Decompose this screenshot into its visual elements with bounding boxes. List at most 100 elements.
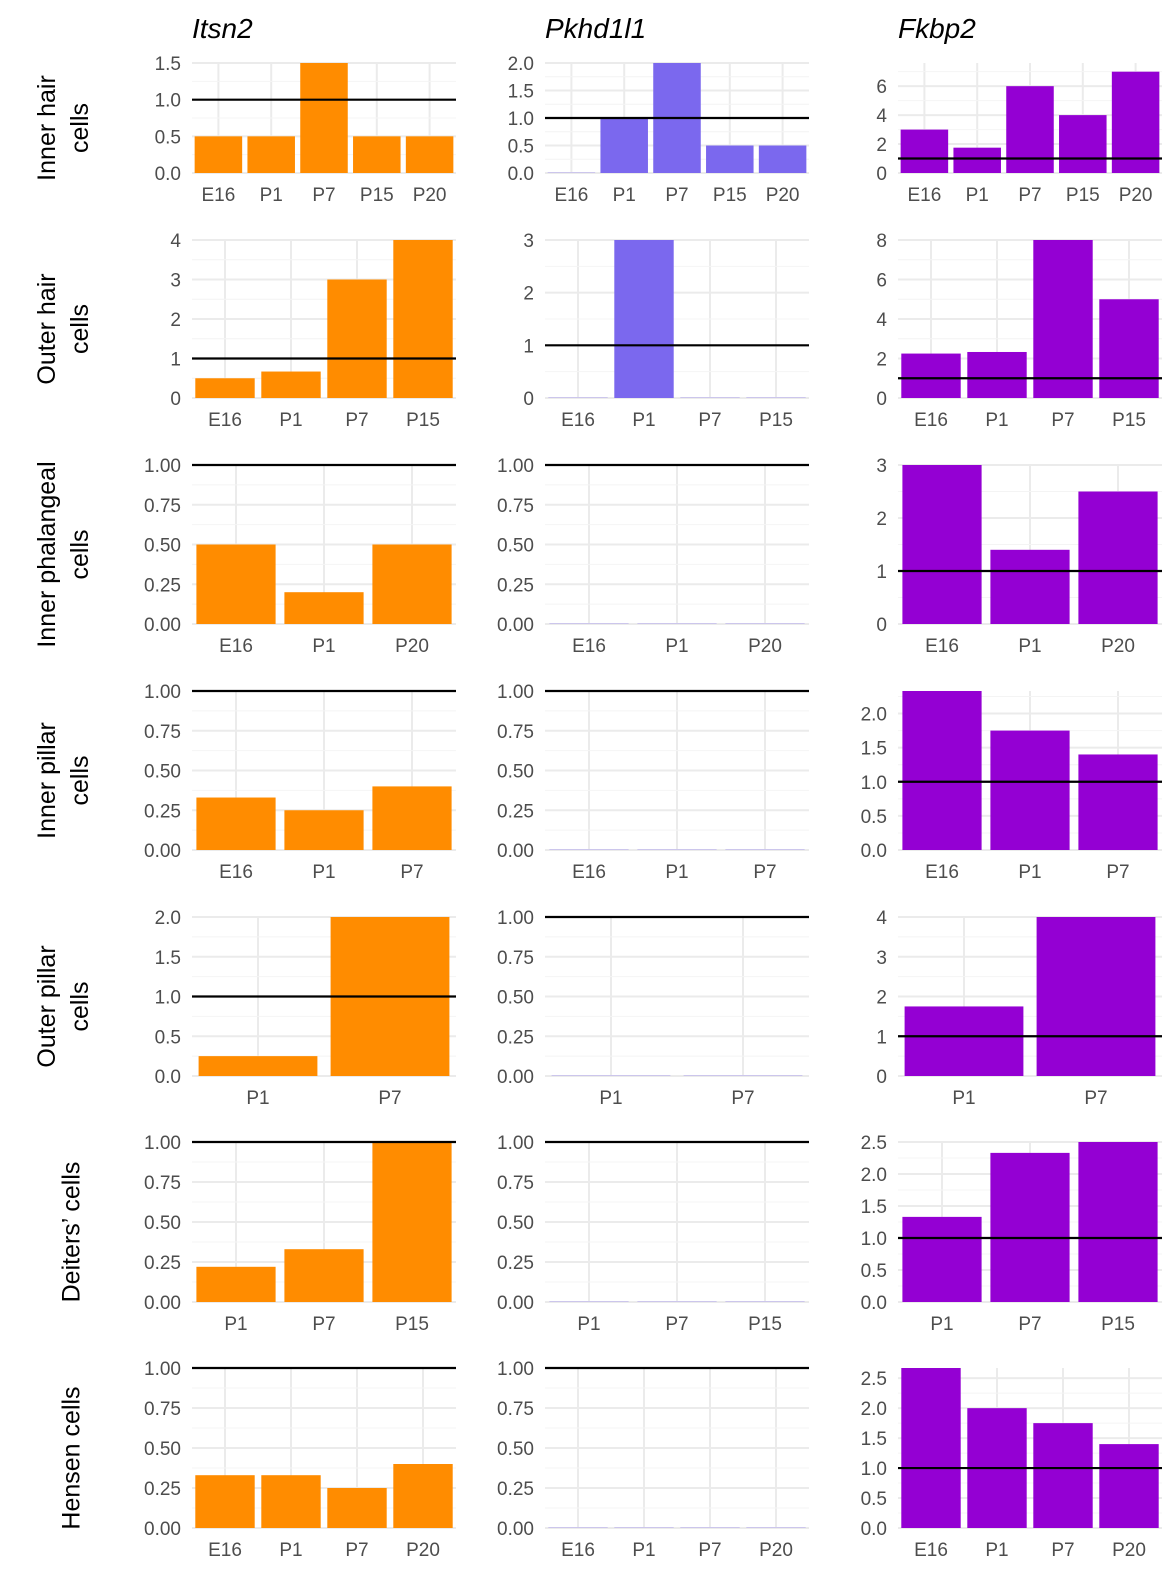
bar-e16 [547,172,596,173]
x-tick-label: P7 [665,1314,688,1335]
bar-p20 [1078,491,1158,624]
y-tick-label: 0.75 [497,1399,534,1420]
y-tick-label: 0.00 [144,1293,181,1314]
x-tick-label: P1 [966,185,989,206]
panels: 0.0 0.5 1.0 1.5 E16 P1 P7 P15 P20 0.0 0.5 1.0 1.5 2.0… [144,54,1162,1561]
y-tick-label: 0.00 [144,615,181,636]
bar-p15 [393,240,453,398]
column-title-fkbp2: Fkbp2 [898,13,976,44]
bar-p15 [1059,115,1107,173]
x-tick-label: P1 [632,1540,655,1561]
x-tick-label: P1 [952,1088,975,1109]
y-tick-label: 2 [876,350,887,371]
y-tick-label: 8 [876,231,887,252]
column-titles: Itsn2 Pkhd1l1 Fkbp2 [192,13,976,44]
panel-itsn2-deiters-cells: 0.00 0.25 0.50 0.75 1.00 P1 P7 P15 [144,1133,456,1335]
row-label-outer-pillar-cells: Outer pillar cells [33,945,94,1067]
y-tick-label: 0.0 [861,1293,887,1314]
panel-fkbp2-inner-hair-cells: 0 2 4 6 E16 P1 P7 P15 P20 [876,63,1162,206]
panel-pkhd1l1-outer-hair-cells: 0 1 2 3 E16 P1 P7 P15 [523,231,809,431]
y-tick-label: 0.25 [144,575,181,596]
x-tick-label: P15 [713,185,747,206]
y-tick-label: 2 [876,988,887,1009]
y-tick-label: 0 [876,164,887,185]
x-tick-label: P1 [577,1314,600,1335]
y-tick-label: 0 [876,389,887,410]
y-tick-label: 6 [876,271,887,292]
y-tick-label: 3 [170,271,181,292]
y-tick-label: 0.75 [144,496,181,517]
x-tick-label: E16 [914,410,948,431]
bar-e16 [196,544,276,624]
panel-pkhd1l1-inner-hair-cells: 0.0 0.5 1.0 1.5 2.0 E16 P1 P7 P15 P20 [508,54,809,206]
y-tick-label: 1.5 [155,948,181,969]
row-label-deiters-cells: Deiters’ cells [58,1162,86,1303]
y-tick-label: 0.00 [144,841,181,862]
y-tick-label: 6 [876,77,887,98]
x-tick-label: P7 [1051,410,1074,431]
y-tick-label: 0.5 [861,1489,887,1510]
y-tick-label: 2 [170,310,181,331]
y-tick-label: 0.00 [497,1519,534,1540]
bar-e16 [194,136,243,173]
x-tick-label: P1 [599,1088,622,1109]
x-tick-label: P20 [1112,1540,1146,1561]
x-tick-label: P1 [246,1088,269,1109]
x-tick-label: E16 [572,862,606,883]
y-tick-label: 1.5 [861,739,887,760]
y-tick-label: 1.0 [861,773,887,794]
row-label-line: Outer hair [33,273,61,384]
panel-itsn2-inner-phalangeal-cells: 0.00 0.25 0.50 0.75 1.00 E16 P1 P20 [144,456,456,657]
bar-p1 [551,1075,671,1076]
row-label-line: Inner hair [33,75,61,181]
y-tick-label: 2 [523,284,534,305]
y-tick-label: 0.25 [497,1479,534,1500]
bar-p1 [990,730,1070,850]
x-tick-label: E16 [914,1540,948,1561]
bar-p7 [1033,240,1093,398]
x-tick-label: E16 [554,185,588,206]
bar-p7 [300,63,348,173]
x-tick-label: P1 [930,1314,953,1335]
panel-itsn2-inner-pillar-cells: 0.00 0.25 0.50 0.75 1.00 E16 P1 P7 [144,682,456,883]
x-tick-label: E16 [561,410,595,431]
bar-e16 [549,849,629,850]
y-tick-label: 1.00 [497,682,534,703]
bar-e16 [900,129,949,173]
x-tick-label: E16 [907,185,941,206]
panel-fkbp2-outer-pillar-cells: 0 1 2 3 4 P1 P7 [876,908,1162,1109]
y-tick-label: 1 [170,350,181,371]
bar-p1 [549,1301,629,1302]
x-tick-label: P1 [985,1540,1008,1561]
panel-fkbp2-inner-phalangeal-cells: 0 1 2 3 E16 P1 P20 [876,456,1162,657]
bar-p7 [725,849,805,850]
row-label-line: Deiters’ cells [58,1162,86,1303]
y-tick-label: 1.00 [497,1359,534,1380]
bar-p1 [614,1527,674,1528]
bar-e16 [195,378,255,398]
x-tick-label: P15 [406,410,440,431]
row-label-inner-phalangeal-cells: Inner phalangeal cells [33,461,94,647]
bar-p7 [372,786,452,850]
bar-p20 [405,136,454,173]
bar-p1 [196,1266,276,1302]
bar-p1 [600,118,648,173]
y-tick-label: 1.00 [144,1359,181,1380]
bar-p20 [758,145,807,173]
bar-p7 [1078,754,1158,850]
x-tick-label: P7 [312,185,335,206]
row-label-line: cells [66,304,94,354]
y-tick-label: 4 [876,106,887,127]
y-tick-label: 0.5 [508,137,534,158]
bar-p7 [990,1152,1070,1302]
x-tick-label: P20 [413,185,447,206]
x-tick-label: P7 [665,185,688,206]
y-tick-label: 0.25 [497,801,534,822]
bar-e16 [548,397,608,398]
row-label-line: Inner pillar [33,722,61,839]
y-tick-label: 0.75 [497,722,534,743]
y-tick-label: 1.00 [497,1133,534,1154]
x-tick-label: E16 [219,636,253,657]
y-tick-label: 0.5 [155,127,181,148]
